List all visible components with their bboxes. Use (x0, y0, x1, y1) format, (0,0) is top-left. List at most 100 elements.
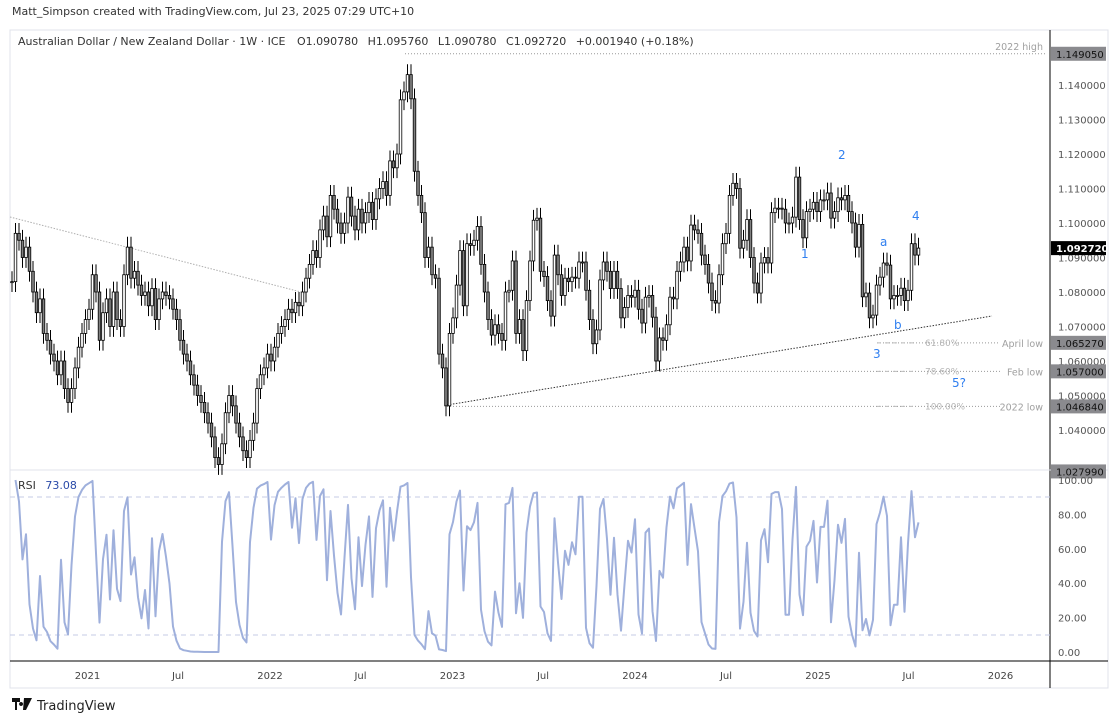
candle (703, 244, 707, 275)
candle (293, 292, 298, 324)
footer-brand[interactable]: TradingView (12, 698, 116, 714)
candle-body (286, 308, 291, 320)
candle-body (279, 326, 284, 334)
candle-body (402, 91, 406, 101)
candle (290, 298, 294, 324)
candle (612, 260, 616, 299)
candle (335, 198, 340, 234)
candle (458, 240, 462, 296)
candle (909, 233, 914, 301)
candle-body (489, 319, 494, 336)
ohlc-high: H1.095760 (368, 35, 429, 48)
candle-body (59, 360, 63, 376)
candle-body (234, 405, 238, 424)
candle-body (111, 291, 116, 327)
ohlc-low: L1.090780 (438, 35, 497, 48)
candle (433, 264, 438, 289)
candle-body (699, 232, 704, 256)
candle (164, 281, 168, 306)
candle (318, 219, 322, 268)
candle-body (612, 270, 616, 289)
candle (913, 233, 917, 266)
candle (524, 290, 529, 361)
candle (906, 279, 910, 311)
price-tick-label: 1.140000 (1058, 81, 1106, 92)
candle-body (885, 262, 889, 266)
candle (727, 185, 732, 244)
wave-label-5: 5? (952, 376, 966, 390)
candle-body (433, 274, 438, 279)
candle-body (671, 296, 676, 300)
candle-body (188, 360, 193, 376)
candle-body (717, 274, 721, 304)
candle-body (209, 422, 214, 438)
candle-body (850, 211, 854, 224)
candle-body (475, 226, 480, 241)
time-tick-label: Jul (536, 671, 549, 682)
ascending-support-trendline[interactable] (446, 315, 993, 406)
candle-body (552, 254, 557, 317)
candle-body (132, 270, 137, 279)
candle-body (55, 360, 60, 376)
candle (59, 350, 63, 386)
candle (132, 260, 137, 289)
rsi-axis[interactable]: 100.00 80.00 60.00 40.00 20.00 0.00 (1058, 476, 1093, 659)
candle (640, 298, 644, 334)
candle-body (773, 207, 777, 214)
candle-body (829, 192, 833, 219)
candle (538, 207, 543, 282)
candle-body (108, 298, 112, 327)
rsi-value: 73.08 (45, 479, 77, 492)
candle (871, 304, 875, 329)
candle (720, 233, 725, 286)
candle-body (87, 308, 91, 320)
rsi-tick-label: 20.00 (1058, 614, 1087, 625)
candle (664, 314, 669, 351)
candle-body (584, 261, 588, 291)
candle (570, 266, 574, 292)
price-badge (1051, 364, 1106, 379)
candle-body (223, 412, 228, 445)
candle (370, 191, 375, 230)
candle-body (913, 243, 917, 256)
candle-body (640, 308, 644, 324)
candle-body (776, 207, 781, 210)
price-badge (1051, 335, 1106, 350)
candle (619, 278, 623, 329)
candle (279, 316, 284, 344)
candle-body (24, 246, 28, 258)
candle-body (748, 219, 753, 258)
candle-body (878, 276, 882, 286)
candle (556, 244, 560, 286)
candle (181, 329, 186, 365)
candle (815, 191, 819, 222)
level-label: 2022 low (1000, 402, 1044, 413)
candle (717, 264, 721, 314)
candle-body (38, 298, 42, 314)
candle-body (780, 207, 784, 210)
candle-body (80, 332, 84, 348)
candle (360, 198, 364, 234)
candle (801, 209, 805, 249)
candle (622, 297, 627, 329)
candle-body (339, 222, 343, 234)
candle-body (258, 374, 263, 389)
candle (675, 260, 679, 310)
ohlc-open: O1.090780 (297, 35, 358, 48)
candle-body (384, 181, 389, 196)
candle-body (90, 274, 95, 310)
candle-body (496, 324, 501, 334)
candle-body (482, 263, 487, 293)
candle-body (153, 288, 158, 320)
level-label: April low (1002, 339, 1043, 350)
candle (685, 236, 690, 272)
candle-body (398, 99, 403, 155)
descending-trendline[interactable] (9, 216, 306, 294)
level-label-bg (1000, 335, 1048, 349)
candle (125, 236, 130, 286)
candle (542, 260, 546, 287)
candle-body (300, 291, 305, 307)
price-axis[interactable]: 1.140000 1.130000 1.120000 1.110000 1.100000… (1051, 46, 1109, 479)
time-axis[interactable]: 2021 Jul 2022 Jul 2023 Jul 2024 Jul 2025 Jul 2026 (75, 671, 1013, 682)
